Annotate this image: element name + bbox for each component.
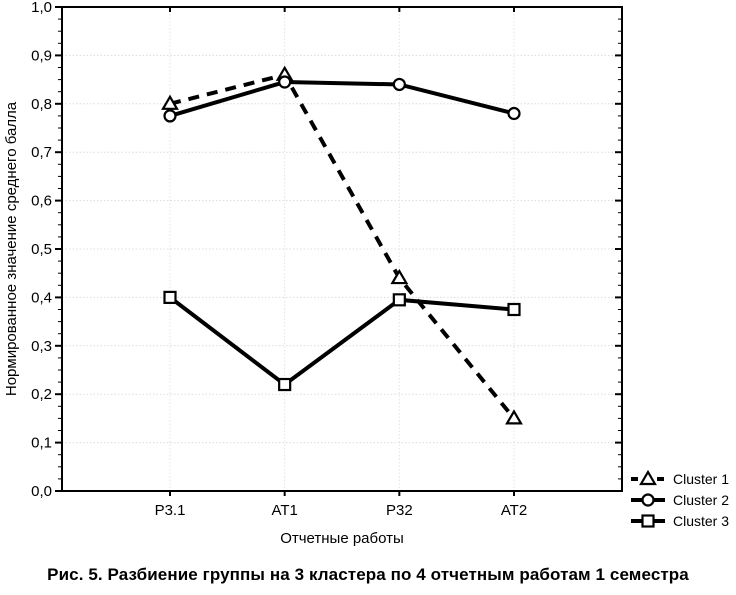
- y-tick-label: 0,8: [31, 96, 52, 113]
- y-tick-label: 0,1: [31, 435, 52, 452]
- data-point-cluster-2: [392, 77, 406, 92]
- data-point-cluster-3: [278, 377, 292, 392]
- figure-caption: Рис. 5. Разбиение группы на 3 кластера п…: [47, 565, 689, 584]
- data-point-cluster-3: [392, 293, 406, 307]
- y-tick-label: 0,4: [31, 289, 52, 306]
- data-point-cluster-1: [505, 409, 523, 425]
- chart-legend: Cluster 1 Cluster 2 Cluster 3: [631, 469, 729, 529]
- y-tick-label: 0,3: [31, 338, 52, 355]
- legend-marker: [639, 469, 657, 486]
- y-tick-label: 0,9: [31, 47, 52, 64]
- y-tick-label: 0,6: [31, 193, 52, 210]
- series-line-cluster-3: [168, 295, 515, 388]
- data-point-cluster-1: [390, 268, 409, 285]
- legend-marker: [641, 514, 655, 528]
- x-tick-label: Р32: [386, 502, 413, 519]
- data-point-cluster-2: [163, 109, 177, 123]
- y-tick-label: 1,0: [31, 0, 52, 16]
- legend-label: Cluster 3: [673, 513, 729, 529]
- legend-label: Cluster 1: [673, 471, 729, 487]
- data-point-cluster-3: [507, 302, 521, 317]
- y-axis-title: Нормированное значение среднего балла: [3, 101, 20, 396]
- series-line-cluster-2: [169, 80, 515, 118]
- x-axis-title: Отчетные работы: [280, 530, 404, 547]
- data-point-cluster-1: [161, 94, 179, 110]
- y-tick-label: 0,2: [31, 386, 52, 403]
- series-line-cluster-1: [169, 72, 516, 420]
- data-point-cluster-2: [278, 75, 292, 89]
- legend-marker: [641, 493, 655, 507]
- x-tick-label: АТ2: [501, 502, 527, 519]
- y-tick-label: 0,7: [31, 144, 52, 161]
- x-tick-label: АТ1: [271, 502, 297, 519]
- data-point-cluster-3: [163, 290, 177, 304]
- legend-label: Cluster 2: [673, 492, 729, 508]
- x-tick-label: Р3.1: [155, 502, 186, 519]
- y-tick-label: 0,0: [31, 483, 52, 500]
- y-tick-label: 0,5: [31, 241, 52, 258]
- data-point-cluster-2: [507, 106, 521, 121]
- cluster-line-chart: 0,0 0,1 0,2 0,3 0,4 0,5 0,6 0,7 0,8 0,9 1,0 Р3.1 АТ1…: [3, 0, 729, 547]
